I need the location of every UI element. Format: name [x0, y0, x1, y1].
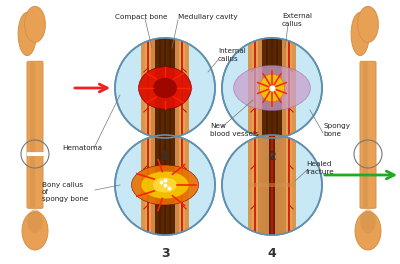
Bar [175, 33, 189, 143]
Bar [292, 130, 296, 240]
Ellipse shape [25, 6, 46, 43]
Bar [185, 33, 189, 143]
Text: 4: 4 [268, 247, 276, 260]
Bar [271, 130, 273, 240]
Circle shape [115, 38, 215, 138]
Bar [292, 33, 296, 143]
Ellipse shape [260, 74, 284, 102]
Ellipse shape [234, 65, 310, 111]
Bar [151, 130, 155, 240]
Circle shape [115, 135, 215, 235]
Text: Hematoma: Hematoma [62, 145, 102, 151]
Bar [266, 130, 268, 240]
Circle shape [222, 135, 322, 235]
Text: Spongy
bone: Spongy bone [323, 123, 350, 137]
Bar [141, 33, 145, 143]
Bar [248, 33, 252, 143]
Ellipse shape [153, 177, 177, 192]
Ellipse shape [131, 165, 198, 205]
Bar [169, 33, 171, 143]
Bar [282, 33, 286, 143]
Text: Internal
callus: Internal callus [218, 48, 246, 62]
Text: 2: 2 [268, 150, 276, 163]
Bar [155, 130, 175, 240]
FancyBboxPatch shape [27, 61, 43, 208]
Bar [258, 130, 262, 240]
Ellipse shape [22, 212, 48, 250]
Ellipse shape [141, 171, 189, 199]
Bar [248, 130, 262, 240]
Bar [271, 33, 273, 143]
Text: Healed
fracture: Healed fracture [306, 161, 335, 175]
Text: New
blood vessels: New blood vessels [210, 123, 259, 137]
Text: 1: 1 [161, 150, 169, 163]
Bar [159, 130, 161, 240]
Text: Bony callus
of
spongy bone: Bony callus of spongy bone [42, 182, 88, 202]
Bar [276, 130, 278, 240]
Bar [282, 33, 296, 143]
Bar [266, 33, 268, 143]
Bar [262, 130, 282, 240]
Ellipse shape [355, 212, 381, 250]
Ellipse shape [351, 12, 369, 56]
Ellipse shape [153, 78, 177, 98]
Text: 3: 3 [161, 247, 169, 260]
Bar [262, 130, 269, 240]
Bar [164, 33, 166, 143]
Bar [248, 33, 262, 143]
Bar [141, 130, 155, 240]
Bar [282, 130, 296, 240]
Bar [262, 33, 282, 143]
Ellipse shape [27, 209, 43, 233]
Ellipse shape [358, 6, 378, 43]
Bar [258, 33, 262, 143]
Bar [276, 33, 278, 143]
Ellipse shape [360, 209, 376, 233]
Text: Compact bone: Compact bone [115, 14, 168, 20]
Ellipse shape [138, 67, 192, 109]
Text: External
callus: External callus [282, 13, 312, 27]
Bar [141, 33, 155, 143]
Bar [151, 33, 155, 143]
Bar [155, 33, 175, 143]
Bar [282, 130, 286, 240]
Bar [169, 130, 171, 240]
Bar [175, 130, 189, 240]
FancyBboxPatch shape [30, 62, 35, 207]
Bar [185, 130, 189, 240]
Circle shape [222, 38, 322, 138]
Bar [164, 130, 166, 240]
Bar [248, 183, 296, 187]
Bar [175, 130, 179, 240]
Bar [159, 33, 161, 143]
FancyBboxPatch shape [363, 62, 368, 207]
Bar [275, 130, 282, 240]
Ellipse shape [18, 12, 36, 56]
Bar [175, 33, 179, 143]
FancyBboxPatch shape [360, 61, 376, 208]
Bar [141, 130, 145, 240]
Bar [248, 130, 252, 240]
Text: Medullary cavity: Medullary cavity [178, 14, 238, 20]
